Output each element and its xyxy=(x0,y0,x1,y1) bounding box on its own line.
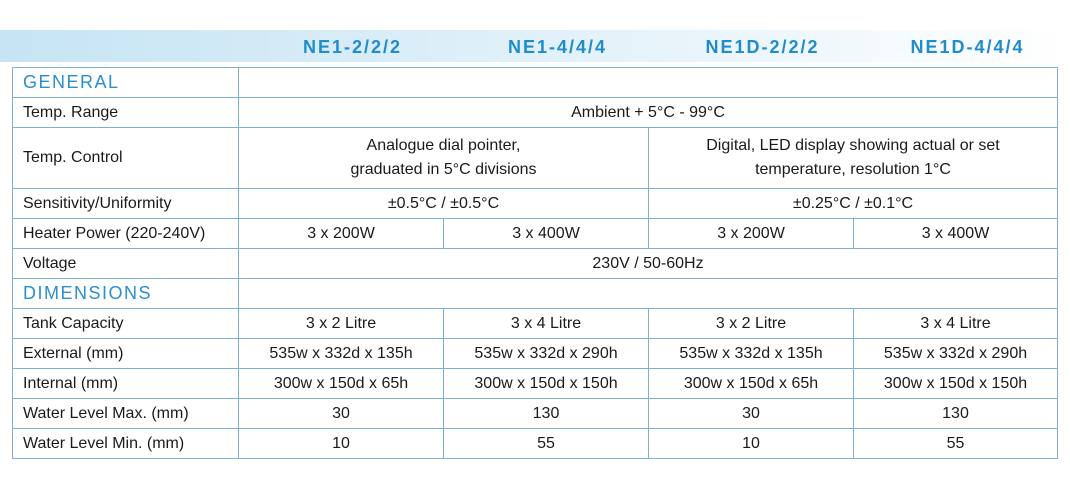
row-label: Heater Power (220-240V) xyxy=(12,218,239,249)
row-label: Water Level Max. (mm) xyxy=(12,398,239,429)
table-row: Internal (mm) 300w x 150d x 65h 300w x 150… xyxy=(12,368,1058,399)
cell: 3 x 4 Litre xyxy=(853,308,1058,339)
cell: Analogue dial pointer, graduated in 5°C d… xyxy=(238,127,649,189)
row-label: External (mm) xyxy=(12,338,239,369)
cell: 130 xyxy=(443,398,649,429)
cell: 300w x 150d x 150h xyxy=(443,368,649,399)
cell: 535w x 332d x 290h xyxy=(443,338,649,369)
cell-line: Digital, LED display showing actual or s… xyxy=(706,137,1000,154)
cell: 30 xyxy=(238,398,444,429)
cell-line: Analogue dial pointer, xyxy=(366,137,521,154)
cell: 3 x 200W xyxy=(648,218,854,249)
table-row: Temp. Control Analogue dial pointer, gradu… xyxy=(12,127,1058,189)
cell: 3 x 400W xyxy=(443,218,649,249)
cell: 55 xyxy=(443,428,649,459)
cell: 55 xyxy=(853,428,1058,459)
column-header: NE1-2/2/2 xyxy=(302,37,403,57)
cell: ±0.5°C / ±0.5°C xyxy=(238,188,649,219)
column-header: NE1-4/4/4 xyxy=(507,37,608,57)
section-row: GENERAL xyxy=(12,67,1058,98)
cell: Ambient + 5°C - 99°C xyxy=(238,97,1058,128)
cell: 300w x 150d x 65h xyxy=(238,368,444,399)
row-label: Water Level Min. (mm) xyxy=(12,428,239,459)
cell-line: temperature, resolution 1°C xyxy=(755,161,951,178)
table-row: Voltage 230V / 50-60Hz xyxy=(12,248,1058,279)
row-label: Temp. Range xyxy=(12,97,239,128)
cell: ±0.25°C / ±0.1°C xyxy=(648,188,1058,219)
spec-table: GENERAL Temp. Range Ambient + 5°C - 99°C Te… xyxy=(12,67,1058,459)
cell: 300w x 150d x 150h xyxy=(853,368,1058,399)
cell-line: graduated in 5°C divisions xyxy=(350,161,537,178)
cell: 10 xyxy=(648,428,854,459)
table-row: Temp. Range Ambient + 5°C - 99°C xyxy=(12,97,1058,128)
cell: 30 xyxy=(648,398,854,429)
table-row: External (mm) 535w x 332d x 135h 535w x 33… xyxy=(12,338,1058,369)
cell: 3 x 4 Litre xyxy=(443,308,649,339)
section-title: GENERAL xyxy=(12,67,239,98)
cell: 230V / 50-60Hz xyxy=(238,248,1058,279)
row-label: Internal (mm) xyxy=(12,368,239,399)
cell: 535w x 332d x 135h xyxy=(238,338,444,369)
cell: 3 x 400W xyxy=(853,218,1058,249)
cell: 10 xyxy=(238,428,444,459)
table-row: Water Level Min. (mm) 10 55 10 55 xyxy=(12,428,1058,459)
row-label: Voltage xyxy=(12,248,239,279)
section-title: DIMENSIONS xyxy=(12,278,239,309)
cell: 535w x 332d x 290h xyxy=(853,338,1058,369)
empty-cell xyxy=(238,67,1058,98)
row-label: Sensitivity/Uniformity xyxy=(12,188,239,219)
header-band xyxy=(0,30,1070,62)
cell: 3 x 2 Litre xyxy=(648,308,854,339)
cell: 3 x 200W xyxy=(238,218,444,249)
table-row: Sensitivity/Uniformity ±0.5°C / ±0.5°C ±0.… xyxy=(12,188,1058,219)
empty-cell xyxy=(238,278,1058,309)
table-row: Tank Capacity 3 x 2 Litre 3 x 4 Litre 3 x 2… xyxy=(12,308,1058,339)
section-row: DIMENSIONS xyxy=(12,278,1058,309)
column-header: NE1D-2/2/2 xyxy=(705,37,820,57)
cell: 3 x 2 Litre xyxy=(238,308,444,339)
cell: Digital, LED display showing actual or s… xyxy=(648,127,1058,189)
row-label: Tank Capacity xyxy=(12,308,239,339)
cell: 300w x 150d x 65h xyxy=(648,368,854,399)
column-header: NE1D-4/4/4 xyxy=(910,37,1025,57)
table-row: Water Level Max. (mm) 30 130 30 130 xyxy=(12,398,1058,429)
row-label: Temp. Control xyxy=(12,127,239,189)
cell: 535w x 332d x 135h xyxy=(648,338,854,369)
cell: 130 xyxy=(853,398,1058,429)
table-row: Heater Power (220-240V) 3 x 200W 3 x 400W 3… xyxy=(12,218,1058,249)
